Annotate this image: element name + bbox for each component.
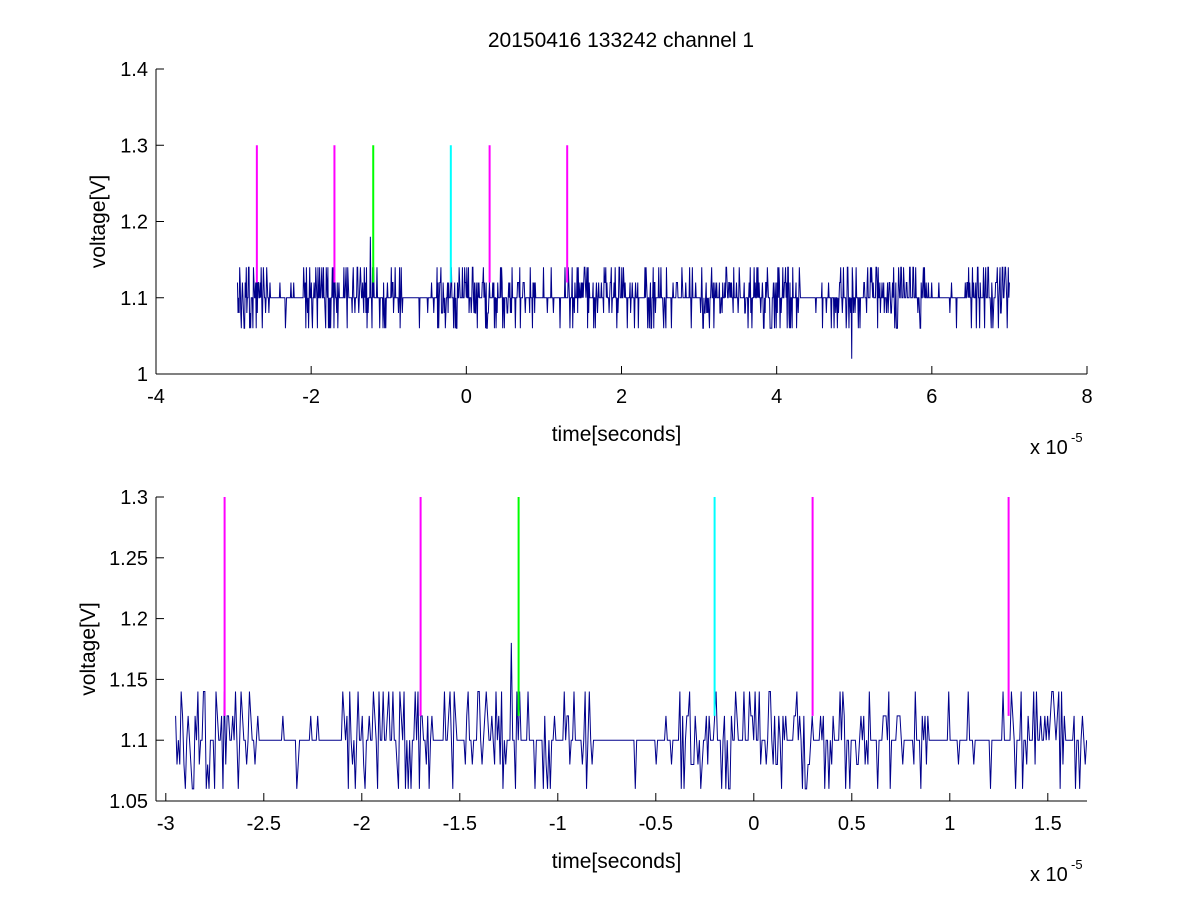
y-tick-label: 1.1 <box>120 288 148 310</box>
x-tick-label: 0.5 <box>838 813 866 835</box>
signal-trace <box>175 642 1087 790</box>
y-tick-label: 1.3 <box>120 487 148 509</box>
x-tick-label: 2 <box>616 386 627 408</box>
bottom-plot: -3 -2.5 -2 -1.5 -1 -0.5 0 0.5 1 1.5 1.05 1.1 1.15 1.2… <box>77 487 1087 886</box>
y-tick-label: 1.4 <box>120 59 148 81</box>
x-tick-label: -2 <box>302 386 320 408</box>
signal-trace <box>236 236 1010 359</box>
x-axis-label: time[seconds] <box>552 423 682 446</box>
x-tick-label: -3 <box>157 813 175 835</box>
x-tick-label: -2.5 <box>247 813 281 835</box>
x-tick-label: 6 <box>926 386 937 408</box>
x-multiplier: x 10 <box>1030 864 1068 886</box>
x-tick-label: 1 <box>944 813 955 835</box>
x-tick-label: -1 <box>549 813 567 835</box>
y-tick-label: 1.1 <box>120 730 148 752</box>
y-tick-label: 1.3 <box>120 135 148 157</box>
x-tick-label: -0.5 <box>639 813 673 835</box>
y-tick-label: 1.2 <box>120 609 148 631</box>
top-plot: -4 -2 0 2 4 6 8 1 1.1 1.2 1.3 1.4 time[seconds] volta… <box>87 59 1093 459</box>
y-tick-label: 1.15 <box>109 669 148 691</box>
x-multiplier: x 10 <box>1030 437 1068 459</box>
x-tick-label: -4 <box>147 386 165 408</box>
y-axis-label: voltage[V] <box>87 175 110 268</box>
y-tick-label: 1 <box>137 364 148 386</box>
x-multiplier-exponent: -5 <box>1071 857 1083 872</box>
y-tick-label: 1.05 <box>109 791 148 813</box>
x-tick-label: -1.5 <box>443 813 477 835</box>
y-axis-label: voltage[V] <box>77 602 100 695</box>
x-tick-label: 8 <box>1081 386 1092 408</box>
x-axis-label: time[seconds] <box>552 850 682 873</box>
x-tick-label: 4 <box>771 386 782 408</box>
y-tick-label: 1.25 <box>109 548 148 570</box>
y-tick-label: 1.2 <box>120 212 148 234</box>
x-multiplier-exponent: -5 <box>1071 430 1083 445</box>
x-tick-label: 0 <box>461 386 472 408</box>
x-tick-label: 1.5 <box>1034 813 1062 835</box>
chart-title: 20150416 133242 channel 1 <box>488 29 754 52</box>
x-tick-label: -2 <box>353 813 371 835</box>
x-tick-label: 0 <box>748 813 759 835</box>
